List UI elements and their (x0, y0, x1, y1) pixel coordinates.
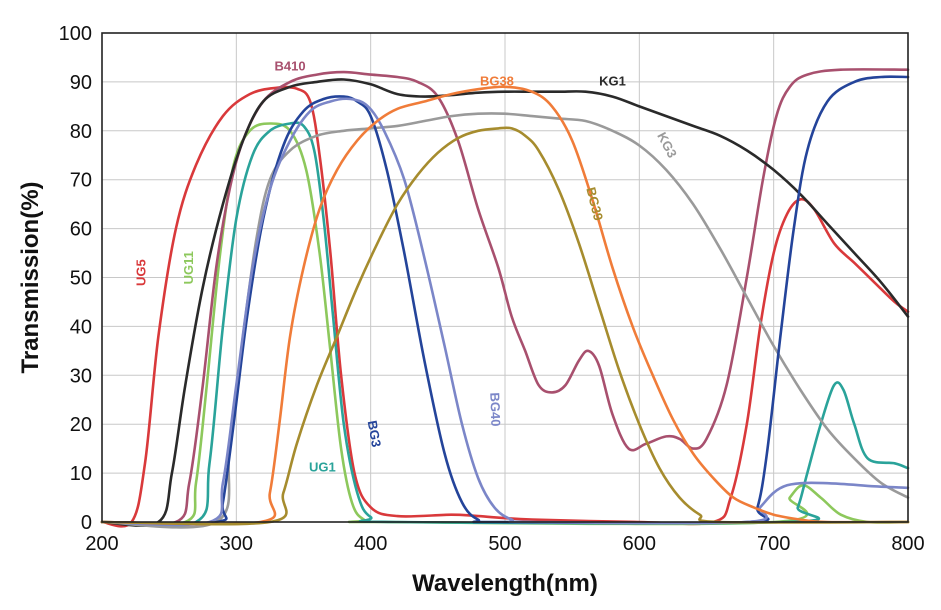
y-tick-labels: 0 10 20 30 40 50 60 70 80 90 100 (59, 23, 92, 534)
x-tick-label-300: 300 (220, 533, 253, 555)
series-line-kg3 (100, 112, 910, 529)
series-line-ug5 (100, 85, 910, 528)
x-axis-title: Wavelength(nm) (412, 570, 598, 597)
y-tick-label-100: 100 (59, 23, 92, 45)
series-label-b410: B410 (275, 59, 306, 74)
series-label-ug1: UG1 (309, 460, 336, 475)
series-line-ug11 (100, 122, 910, 527)
series-label-kg3: KG3 (654, 130, 680, 161)
y-tick-label-80: 80 (70, 121, 92, 143)
y-tick-label-70: 70 (70, 170, 92, 192)
series-line-bg38 (100, 85, 910, 526)
series-label-kg1: KG1 (599, 73, 626, 88)
y-tick-label-20: 20 (70, 414, 92, 436)
y-tick-label-30: 30 (70, 365, 92, 387)
x-tick-label-800: 800 (891, 533, 924, 555)
x-tick-label-200: 200 (85, 533, 118, 555)
y-tick-label-40: 40 (70, 316, 92, 338)
series-label-ug5: UG5 (134, 259, 149, 286)
series-line-bg40 (100, 97, 910, 527)
x-tick-label-600: 600 (623, 533, 656, 555)
y-tick-label-50: 50 (70, 268, 92, 290)
y-tick-label-60: 60 (70, 219, 92, 241)
plot-frame (101, 32, 909, 523)
x-tick-labels: 200 300 400 500 600 700 800 (85, 533, 924, 555)
x-tick-label-500: 500 (488, 533, 521, 555)
y-tick-label-90: 90 (70, 72, 92, 94)
series-label-bg38: BG38 (480, 73, 514, 88)
series-line-bg3 (100, 75, 910, 525)
series-curves (100, 68, 910, 529)
series-labels: B410 BG38 KG1 KG3 BG39 UG5 UG11 BG40 BG3 UG1 (134, 59, 680, 475)
series-line-kg1 (100, 78, 910, 527)
x-tick-label-400: 400 (354, 533, 387, 555)
series-line-bg39 (100, 126, 910, 526)
x-tick-label-700: 700 (757, 533, 790, 555)
y-tick-label-10: 10 (70, 463, 92, 485)
series-line-ug1 (100, 121, 910, 528)
series-label-bg40: BG40 (487, 392, 503, 426)
y-tick-label-0: 0 (81, 512, 92, 534)
series-label-ug11: UG11 (181, 251, 196, 284)
y-axis-title: Transmission(%) (17, 181, 44, 373)
series-label-bg39: BG39 (583, 186, 606, 223)
series-label-bg3: BG3 (365, 419, 384, 448)
